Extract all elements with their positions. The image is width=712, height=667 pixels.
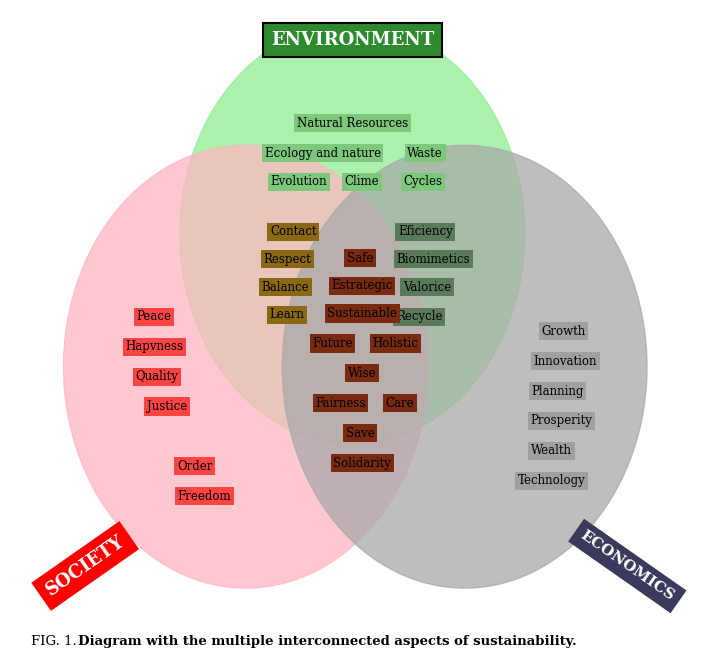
Ellipse shape xyxy=(63,145,428,588)
Text: Save: Save xyxy=(346,427,375,440)
Text: Clime: Clime xyxy=(345,175,379,188)
Text: Waste: Waste xyxy=(407,147,443,159)
Text: Natural Resources: Natural Resources xyxy=(297,117,408,129)
Text: Quality: Quality xyxy=(136,370,179,383)
Text: Valorice: Valorice xyxy=(403,281,451,293)
Text: Justice: Justice xyxy=(147,400,187,413)
Text: Peace: Peace xyxy=(137,310,172,323)
Text: Technology: Technology xyxy=(518,474,585,487)
Text: Contact: Contact xyxy=(270,225,316,238)
Text: Future: Future xyxy=(313,337,353,350)
Text: Holistic: Holistic xyxy=(373,337,419,350)
Text: Innovation: Innovation xyxy=(533,355,597,368)
Text: Care: Care xyxy=(385,397,414,410)
Text: Freedom: Freedom xyxy=(177,490,231,503)
Text: Learn: Learn xyxy=(270,308,305,321)
Text: Ecology and nature: Ecology and nature xyxy=(265,147,381,159)
Text: Safe: Safe xyxy=(347,251,373,265)
Text: ENVIRONMENT: ENVIRONMENT xyxy=(271,31,434,49)
Text: ECONOMICS: ECONOMICS xyxy=(577,528,677,604)
Text: Wise: Wise xyxy=(348,367,377,380)
Text: Solidarity: Solidarity xyxy=(333,456,391,470)
Text: Diagram with the multiple interconnected aspects of sustainability.: Diagram with the multiple interconnected… xyxy=(78,635,577,648)
Ellipse shape xyxy=(180,23,525,444)
Text: Balance: Balance xyxy=(261,281,309,293)
Text: Respect: Respect xyxy=(263,253,311,266)
Text: Fairness: Fairness xyxy=(315,397,366,410)
Text: Evolution: Evolution xyxy=(271,175,328,188)
Text: Order: Order xyxy=(177,460,212,473)
Text: FIG. 1.: FIG. 1. xyxy=(31,635,81,648)
Text: SOCIETY: SOCIETY xyxy=(43,532,127,600)
Text: Cycles: Cycles xyxy=(404,175,443,188)
Text: Estrategic: Estrategic xyxy=(332,279,393,292)
Text: Hapvness: Hapvness xyxy=(125,340,183,354)
Text: Growth: Growth xyxy=(541,325,585,338)
Text: Biomimetics: Biomimetics xyxy=(397,253,470,266)
Text: Recycle: Recycle xyxy=(396,310,443,323)
Text: Eficiency: Eficiency xyxy=(398,225,453,238)
Text: Prosperity: Prosperity xyxy=(530,414,592,428)
Text: Sustainable: Sustainable xyxy=(328,307,397,320)
Text: Wealth: Wealth xyxy=(531,444,572,458)
Ellipse shape xyxy=(283,145,647,588)
Text: Planning: Planning xyxy=(531,385,584,398)
